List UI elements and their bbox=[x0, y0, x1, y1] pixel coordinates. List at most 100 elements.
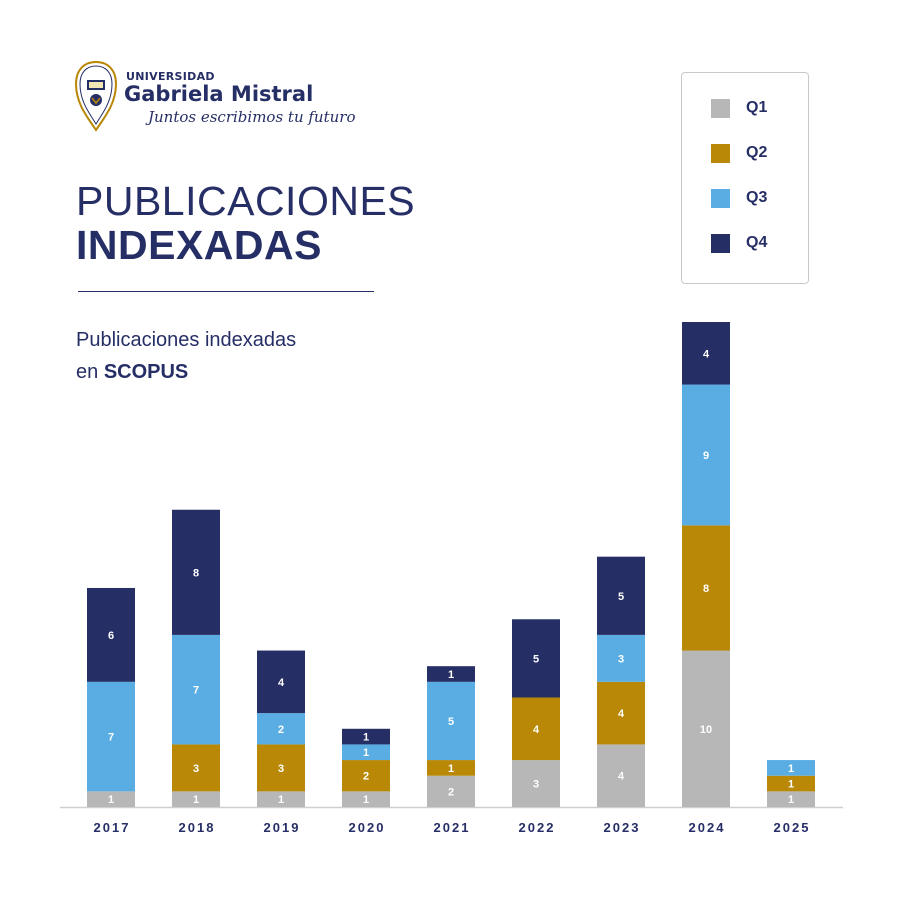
data-label-2018-q2: 3 bbox=[193, 763, 199, 775]
bar-segment-2023-q1 bbox=[597, 744, 645, 807]
legend-label-q3: Q3 bbox=[746, 189, 768, 206]
logo-university-label: UNIVERSIDAD bbox=[126, 70, 215, 83]
university-seal-icon bbox=[74, 60, 118, 132]
data-label-2024-q2: 8 bbox=[703, 583, 709, 595]
bar-segment-2018-q2 bbox=[172, 744, 220, 792]
legend-label-q1: Q1 bbox=[746, 99, 768, 116]
data-label-2024-q1: 10 bbox=[700, 724, 712, 736]
bar-segment-2025-q3 bbox=[767, 760, 815, 776]
bar-segment-2023-q3 bbox=[597, 634, 645, 682]
legend-swatch-q1 bbox=[711, 98, 730, 118]
bar-segment-2019-q4 bbox=[257, 650, 305, 714]
bar-segment-2020-q2 bbox=[342, 760, 390, 792]
data-label-2018-q3: 7 bbox=[193, 685, 199, 697]
legend-item-q1: Q1 bbox=[711, 98, 767, 118]
data-label-2018-q1: 1 bbox=[193, 794, 199, 806]
legend-swatch-q3 bbox=[711, 188, 730, 208]
bar-segment-2023-q4 bbox=[597, 556, 645, 635]
bar-segment-2019-q2 bbox=[257, 744, 305, 792]
bar-segment-2020-q1 bbox=[342, 791, 390, 807]
bar-group-2021: 2 1 5 1 bbox=[427, 666, 475, 807]
title-divider bbox=[78, 291, 374, 292]
x-tick-label-2023: 2023 bbox=[604, 820, 641, 835]
bar-segment-2021-q3 bbox=[427, 681, 475, 761]
data-label-2023-q4: 5 bbox=[618, 591, 624, 603]
bar-segment-2021-q2 bbox=[427, 760, 475, 776]
page-title-line1: PUBLICACIONES bbox=[76, 178, 416, 224]
data-label-2018-q4: 8 bbox=[193, 567, 199, 579]
bar-segment-2018-q4 bbox=[172, 509, 220, 635]
subtitle-prefix: en bbox=[76, 361, 99, 383]
subtitle-line2: en SCOPUS bbox=[76, 356, 296, 388]
legend-label-q4: Q4 bbox=[746, 234, 768, 251]
bar-group-2023: 4 4 3 5 bbox=[597, 556, 645, 807]
bar-segment-2020-q4 bbox=[342, 728, 390, 745]
data-label-2025-q3: 1 bbox=[788, 763, 794, 775]
x-tick-label-2021: 2021 bbox=[434, 820, 471, 835]
data-label-2020-q4: 1 bbox=[363, 732, 369, 744]
data-label-2020-q1: 1 bbox=[363, 794, 369, 806]
data-label-2024-q4: 4 bbox=[703, 348, 710, 360]
data-label-2023-q1: 4 bbox=[618, 771, 625, 783]
bar-segment-2020-q3 bbox=[342, 744, 390, 761]
bar-segment-2024-q4 bbox=[682, 322, 730, 385]
data-label-2024-q3: 9 bbox=[703, 450, 709, 462]
legend-item-q2: Q2 bbox=[711, 143, 767, 163]
legend-item-q4: Q4 bbox=[711, 233, 767, 253]
bar-group-2020: 1 2 1 1 bbox=[342, 728, 390, 807]
data-label-2019-q3: 2 bbox=[278, 724, 284, 736]
page-title-line2: INDEXADAS bbox=[76, 222, 322, 268]
bar-segment-2023-q2 bbox=[597, 681, 645, 745]
x-tick-label-2025: 2025 bbox=[774, 820, 811, 835]
bar-group-2019: 1 3 2 4 bbox=[257, 650, 305, 807]
legend-swatch-q4 bbox=[711, 233, 730, 253]
logo-tagline: Juntos escribimos tu futuro bbox=[148, 108, 356, 126]
data-label-2020-q3: 1 bbox=[363, 747, 369, 759]
bar-segment-2017-q1 bbox=[87, 791, 135, 807]
bar-segment-2021-q1 bbox=[427, 775, 475, 807]
data-label-2019-q4: 4 bbox=[278, 677, 285, 689]
bar-group-2018: 1 3 7 8 bbox=[172, 509, 220, 807]
bar-segment-2019-q3 bbox=[257, 713, 305, 745]
bar-segment-2024-q1 bbox=[682, 650, 730, 807]
data-label-2019-q2: 3 bbox=[278, 763, 284, 775]
logo-name: Gabriela Mistral bbox=[124, 82, 314, 106]
chart-subtitle: Publicaciones indexadas en SCOPUS bbox=[76, 324, 296, 388]
x-tick-label-2020: 2020 bbox=[349, 820, 386, 835]
subtitle-line1: Publicaciones indexadas bbox=[76, 329, 297, 351]
subtitle-bold: SCOPUS bbox=[103, 361, 189, 383]
data-label-2017-q3: 7 bbox=[108, 732, 114, 744]
data-label-2023-q2: 4 bbox=[618, 708, 625, 720]
bar-segment-2017-q3 bbox=[87, 681, 135, 792]
legend-item-q3: Q3 bbox=[711, 188, 767, 208]
bar-segment-2017-q4 bbox=[87, 587, 135, 682]
legend-swatch-q2 bbox=[711, 143, 730, 163]
data-label-2025-q1: 1 bbox=[788, 794, 794, 806]
data-label-2025-q2: 1 bbox=[788, 779, 794, 791]
chart-legend: Q1 Q2 Q3 Q4 bbox=[681, 72, 809, 284]
data-label-2021-q2: 1 bbox=[448, 763, 454, 775]
bar-segment-2022-q4 bbox=[512, 619, 560, 698]
university-logo: UNIVERSIDAD Gabriela Mistral Juntos escr… bbox=[74, 60, 356, 136]
bar-segment-2019-q1 bbox=[257, 791, 305, 807]
bar-segment-2024-q2 bbox=[682, 525, 730, 651]
data-label-2021-q1: 2 bbox=[448, 786, 454, 798]
bar-segment-2022-q1 bbox=[512, 760, 560, 807]
data-label-2023-q3: 3 bbox=[618, 653, 624, 665]
x-tick-label-2018: 2018 bbox=[179, 820, 216, 835]
x-tick-label-2022: 2022 bbox=[519, 820, 556, 835]
x-tick-label-2019: 2019 bbox=[264, 820, 301, 835]
bar-group-2022: 3 4 5 bbox=[512, 619, 560, 807]
data-label-2022-q4: 5 bbox=[533, 653, 539, 665]
bar-segment-2021-q4 bbox=[427, 666, 475, 682]
data-label-2017-q4: 6 bbox=[108, 630, 114, 642]
bar-group-2017: 1 7 6 bbox=[87, 587, 135, 807]
bar-segment-2025-q1 bbox=[767, 791, 815, 807]
data-label-2022-q2: 4 bbox=[533, 724, 540, 736]
x-tick-label-2024: 2024 bbox=[689, 820, 726, 835]
data-label-2021-q3: 5 bbox=[448, 716, 454, 728]
legend-label-q2: Q2 bbox=[746, 144, 768, 161]
data-label-2019-q1: 1 bbox=[278, 794, 284, 806]
bar-segment-2018-q3 bbox=[172, 634, 220, 745]
